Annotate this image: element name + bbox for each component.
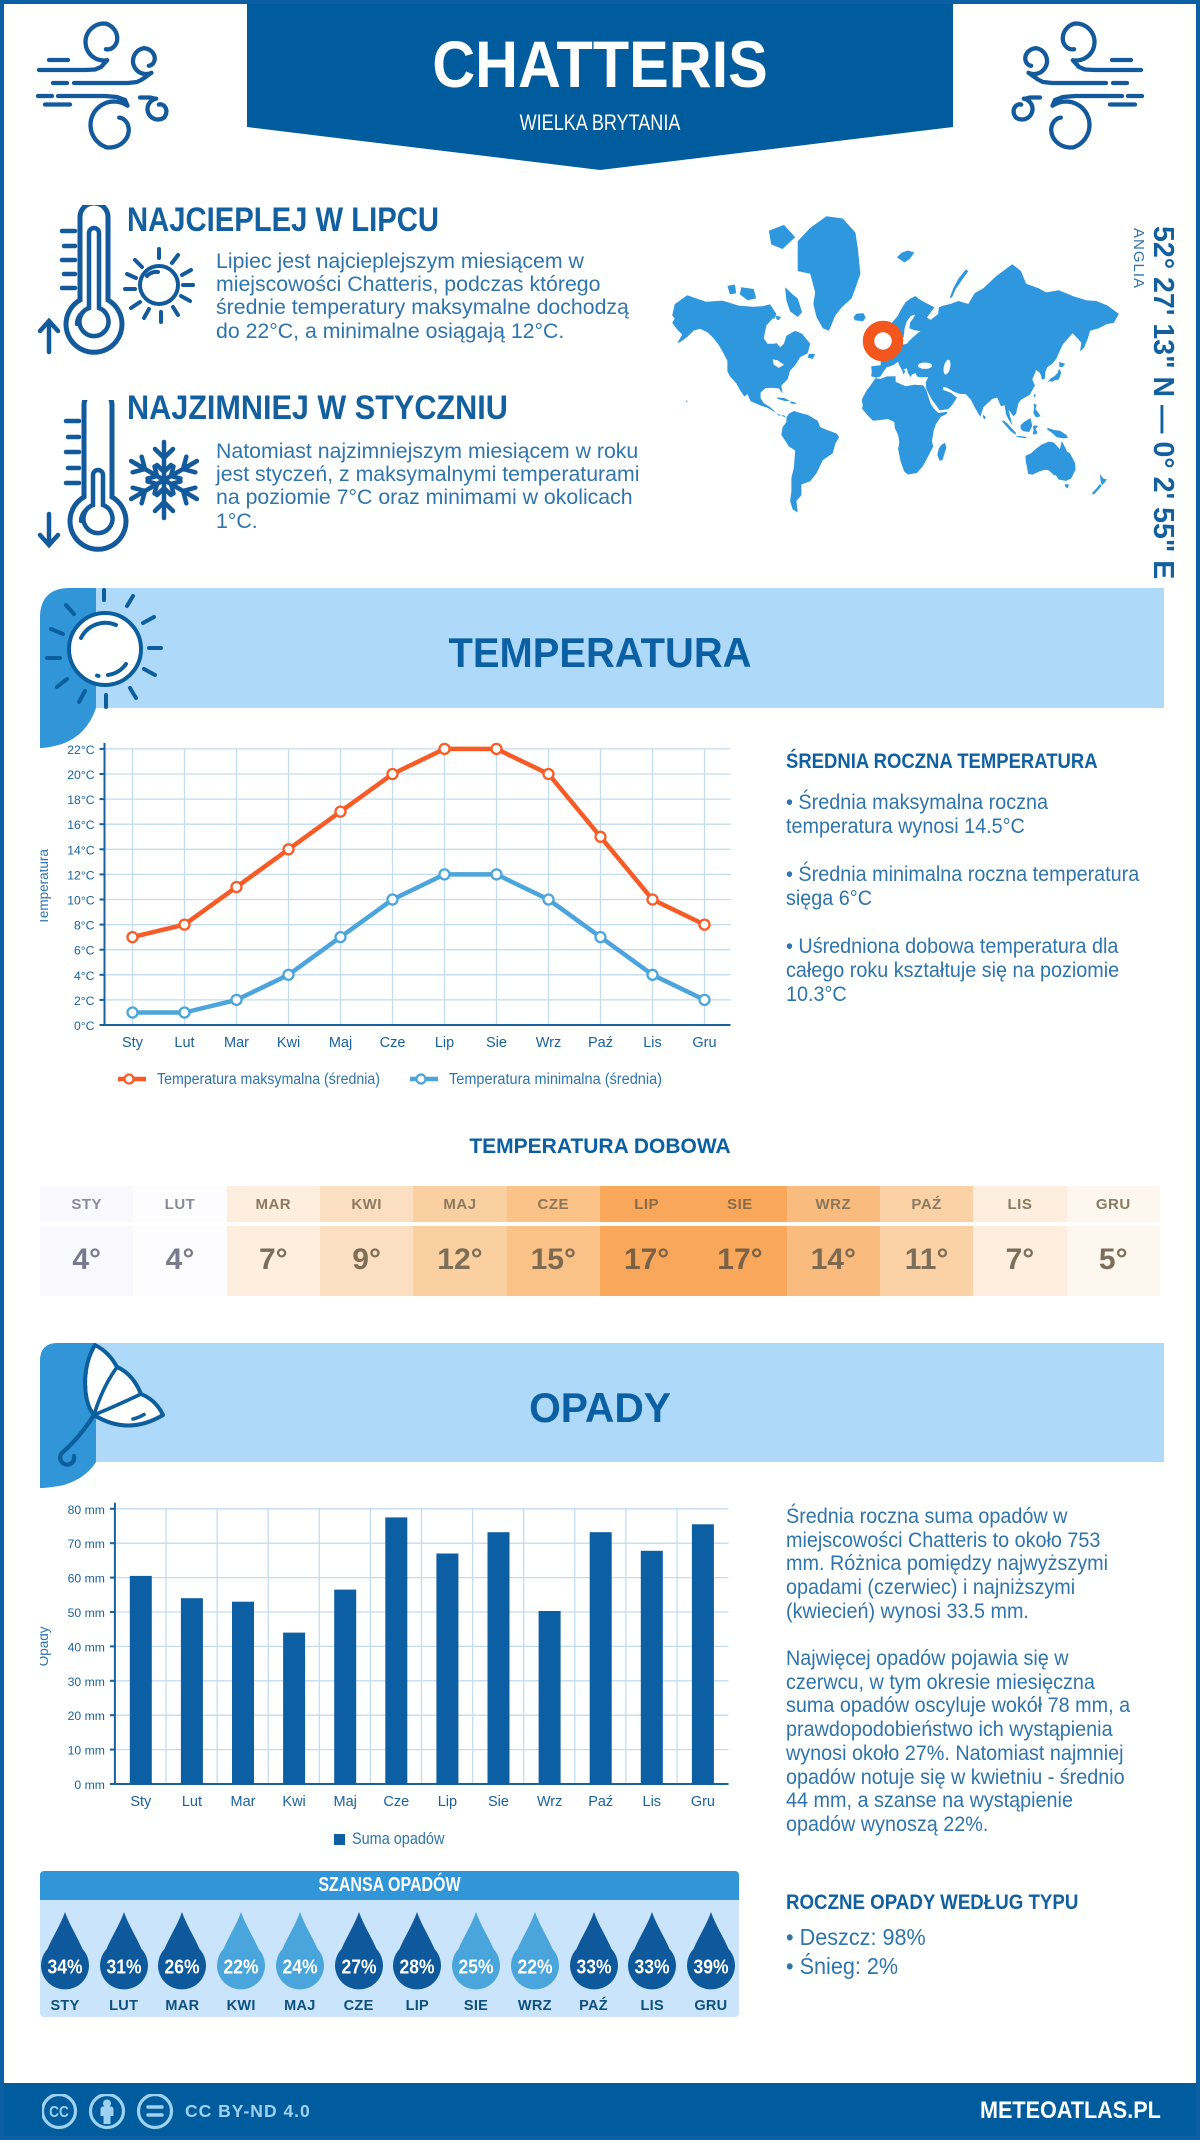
svg-text:12°C: 12°C — [67, 868, 94, 882]
svg-text:31%: 31% — [106, 1957, 141, 1979]
svg-text:16°C: 16°C — [67, 818, 94, 832]
svg-text:18°C: 18°C — [67, 793, 94, 807]
svg-text:Sie: Sie — [488, 1794, 509, 1810]
svg-text:Paź: Paź — [588, 1035, 613, 1051]
svg-text:28%: 28% — [400, 1957, 435, 1979]
svg-text:50 mm: 50 mm — [68, 1606, 105, 1620]
svg-text:24%: 24% — [282, 1957, 317, 1979]
svg-text:27%: 27% — [341, 1957, 376, 1979]
svg-text:Gru: Gru — [692, 1035, 716, 1051]
svg-text:Wrz: Wrz — [536, 1035, 562, 1051]
svg-text:22°C: 22°C — [67, 743, 94, 757]
svg-text:Sie: Sie — [486, 1035, 507, 1051]
svg-text:Kwi: Kwi — [282, 1794, 305, 1810]
svg-text:10°C: 10°C — [67, 894, 94, 908]
svg-text:Lut: Lut — [182, 1794, 202, 1810]
svg-text:Mar: Mar — [224, 1035, 249, 1051]
svg-text:80 mm: 80 mm — [68, 1503, 105, 1517]
svg-text:Lis: Lis — [643, 1794, 662, 1810]
svg-text:0°C: 0°C — [74, 1019, 95, 1033]
svg-text:33%: 33% — [635, 1957, 670, 1979]
svg-text:Lip: Lip — [435, 1035, 454, 1051]
svg-text:Temperatura maksymalna (średni: Temperatura maksymalna (średnia) — [157, 1071, 380, 1088]
svg-text:14°C: 14°C — [67, 843, 94, 857]
svg-text:Lis: Lis — [643, 1035, 662, 1051]
svg-text:34%: 34% — [48, 1957, 83, 1979]
svg-text:Temperatura: Temperatura — [40, 849, 51, 925]
svg-text:CC: CC — [49, 2104, 69, 2121]
svg-text:60 mm: 60 mm — [68, 1572, 105, 1586]
svg-text:22%: 22% — [224, 1957, 259, 1979]
svg-text:Opady: Opady — [40, 1626, 51, 1666]
svg-text:26%: 26% — [165, 1957, 200, 1979]
svg-text:Temperatura minimalna (średnia: Temperatura minimalna (średnia) — [449, 1071, 662, 1088]
svg-text:Sty: Sty — [122, 1035, 144, 1051]
svg-text:Maj: Maj — [329, 1035, 352, 1051]
svg-text:Maj: Maj — [334, 1794, 357, 1810]
svg-text:Cze: Cze — [380, 1035, 406, 1051]
svg-text:40 mm: 40 mm — [68, 1640, 105, 1654]
svg-text:10 mm: 10 mm — [68, 1744, 105, 1758]
svg-text:22%: 22% — [517, 1957, 552, 1979]
svg-text:Kwi: Kwi — [277, 1035, 300, 1051]
svg-text:CC BY-ND 4.0: CC BY-ND 4.0 — [185, 2101, 311, 2121]
svg-text:0 mm: 0 mm — [74, 1778, 104, 1792]
svg-text:33%: 33% — [576, 1957, 611, 1979]
svg-text:Wrz: Wrz — [537, 1794, 563, 1810]
svg-text:20 mm: 20 mm — [68, 1709, 105, 1723]
svg-text:2°C: 2°C — [74, 994, 95, 1008]
svg-text:8°C: 8°C — [74, 919, 95, 933]
svg-text:39%: 39% — [693, 1957, 728, 1979]
svg-text:20°C: 20°C — [67, 768, 94, 782]
svg-text:4°C: 4°C — [74, 969, 95, 983]
svg-text:Mar: Mar — [231, 1794, 256, 1810]
svg-text:Sty: Sty — [130, 1794, 152, 1810]
svg-text:30 mm: 30 mm — [68, 1675, 105, 1689]
svg-text:Paź: Paź — [588, 1794, 613, 1810]
svg-text:Cze: Cze — [383, 1794, 409, 1810]
svg-text:70 mm: 70 mm — [68, 1537, 105, 1551]
svg-text:Lip: Lip — [438, 1794, 457, 1810]
svg-text:25%: 25% — [459, 1957, 494, 1979]
svg-text:Gru: Gru — [691, 1794, 715, 1810]
svg-text:Lut: Lut — [174, 1035, 194, 1051]
svg-text:6°C: 6°C — [74, 944, 95, 958]
